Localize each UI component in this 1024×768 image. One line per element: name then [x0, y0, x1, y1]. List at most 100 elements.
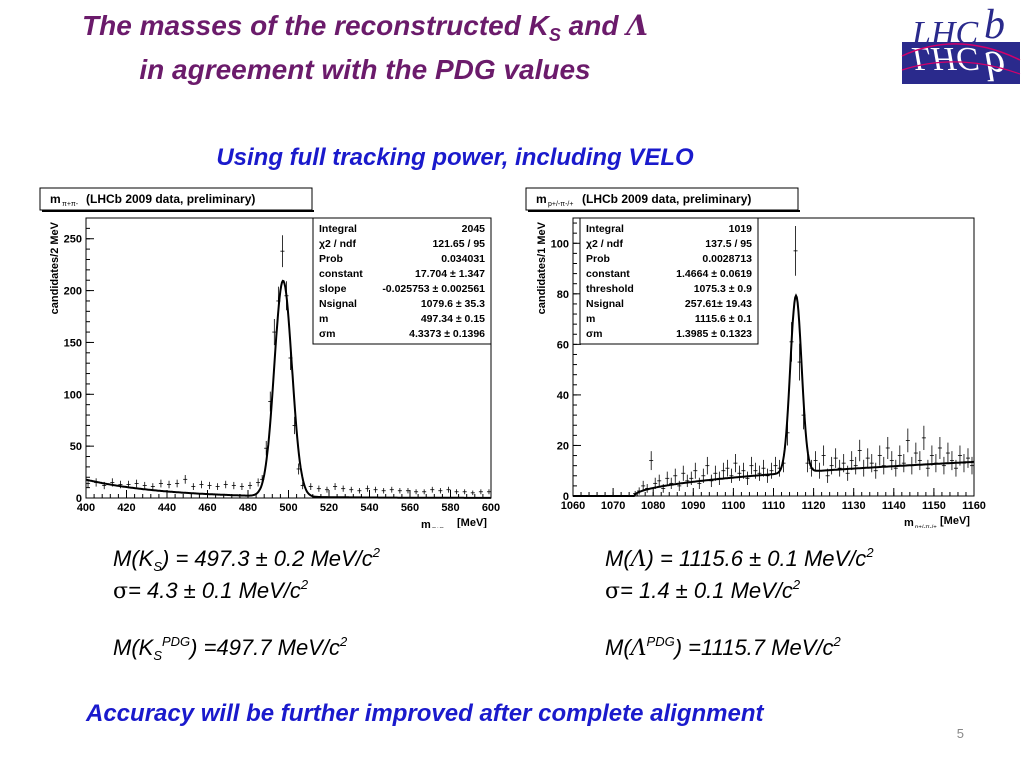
x-axis-label-unit: [MeV]	[457, 517, 487, 528]
data-point	[158, 479, 163, 488]
data-point	[657, 474, 662, 488]
data-point	[183, 474, 188, 484]
lambda-mass-plot: m p+/-π-/+ (LHCb 2009 data, preliminary) 0 2…	[524, 186, 990, 531]
x-tick-label: 460	[198, 502, 216, 514]
svg-text:LHC: LHC	[911, 40, 978, 77]
data-point	[470, 490, 475, 496]
data-point	[641, 480, 646, 491]
data-point	[677, 480, 682, 491]
data-point	[438, 488, 443, 494]
fit-curve	[573, 293, 974, 497]
x-tick-label: 1160	[962, 500, 986, 512]
ks-pdg-result: M(KSPDG) =497.7 MeV/c2	[113, 634, 348, 663]
stats-value: 1019	[729, 223, 753, 235]
data-point	[414, 489, 419, 495]
data-point	[422, 489, 427, 495]
y-tick-label: 250	[64, 234, 82, 246]
data-point	[713, 465, 718, 481]
ks-sigma-result: σ= 4.3 ± 0.1 MeV/c2	[113, 577, 309, 604]
data-point	[881, 456, 886, 475]
stats-label: constant	[586, 268, 630, 280]
x-tick-label: 1100	[721, 500, 745, 512]
x-tick-label: 1150	[922, 500, 946, 512]
data-point	[669, 477, 674, 490]
data-point	[486, 489, 491, 495]
data-point	[430, 486, 435, 493]
data-point	[793, 225, 798, 276]
stats-value: 257.61± 19.43	[685, 298, 752, 310]
title-sub: S	[548, 25, 561, 45]
data-point	[885, 436, 890, 459]
data-point	[256, 478, 261, 487]
slide-title-line2: in agreement with the PDG values	[139, 54, 591, 85]
data-point	[949, 451, 954, 471]
stats-value: 137.5 / 95	[705, 238, 752, 250]
data-point	[341, 485, 346, 492]
stats-label: constant	[319, 268, 363, 280]
data-point	[857, 439, 862, 462]
x-tick-label: 600	[482, 502, 500, 514]
data-point	[941, 456, 946, 475]
data-point	[349, 486, 354, 493]
data-point	[248, 481, 253, 490]
data-point	[357, 488, 362, 494]
lambda-sigma-result: σ= 1.4 ± 0.1 MeV/c2	[605, 577, 801, 604]
stats-label: threshold	[586, 283, 634, 295]
y-tick-label: 40	[557, 390, 569, 402]
data-point	[175, 479, 180, 488]
y-tick-label: 20	[557, 440, 569, 452]
stats-label: Integral	[319, 223, 357, 235]
x-axis-label-subscript: π+π-	[432, 527, 446, 528]
data-point	[167, 480, 172, 489]
data-point	[821, 445, 826, 466]
plot-title-box: m p+/-π-/+ (LHCb 2009 data, preliminary)	[525, 187, 800, 212]
data-point	[231, 481, 236, 490]
data-point	[773, 456, 778, 475]
data-point	[757, 465, 762, 481]
svg-text:LHC: LHC	[911, 15, 978, 52]
data-point	[223, 480, 228, 489]
data-point	[681, 465, 686, 481]
data-point	[865, 448, 870, 468]
x-axis-label-group: mπ+π- [MeV]	[421, 517, 487, 533]
x-tick-label: 440	[158, 502, 176, 514]
data-point	[829, 456, 834, 475]
y-axis-label: candidates/1 MeV	[536, 221, 548, 314]
data-point	[893, 459, 898, 477]
data-point	[673, 468, 678, 483]
data-point	[333, 483, 338, 491]
stats-box-frame	[312, 217, 492, 345]
plot-title-symbol: m	[50, 192, 61, 206]
stats-label: χ2 / ndf	[319, 238, 356, 250]
data-point	[853, 456, 858, 475]
stats-label: Nsignal	[319, 298, 357, 310]
stats-label: σm	[319, 328, 336, 340]
data-point	[917, 451, 922, 471]
data-point	[721, 462, 726, 479]
stats-label: Prob	[319, 253, 343, 265]
data-point	[749, 456, 754, 475]
data-point	[665, 471, 670, 485]
title-lambda: Λ	[626, 9, 648, 42]
data-point	[737, 465, 742, 481]
data-point	[705, 456, 710, 475]
stats-label: Prob	[586, 253, 610, 265]
slide-footer: Accuracy will be further improved after …	[86, 700, 764, 727]
stats-value: 0.034031	[441, 253, 485, 265]
data-point	[280, 235, 285, 268]
data-point	[965, 448, 970, 468]
x-tick-label: 1110	[762, 500, 785, 512]
page-number: 5	[956, 726, 964, 741]
data-point	[725, 459, 730, 477]
x-tick-label: 560	[401, 502, 419, 514]
stats-value: 1115.6 ± 0.1	[695, 313, 752, 325]
data-point	[905, 428, 910, 453]
stats-value: 121.65 / 95	[432, 238, 485, 250]
data-point	[324, 486, 329, 493]
data-point	[833, 448, 838, 468]
data-point	[693, 462, 698, 479]
y-tick-label: 150	[64, 337, 82, 349]
stats-label: σm	[586, 328, 603, 340]
data-point	[397, 488, 402, 494]
stats-label: Nsignal	[586, 298, 624, 310]
